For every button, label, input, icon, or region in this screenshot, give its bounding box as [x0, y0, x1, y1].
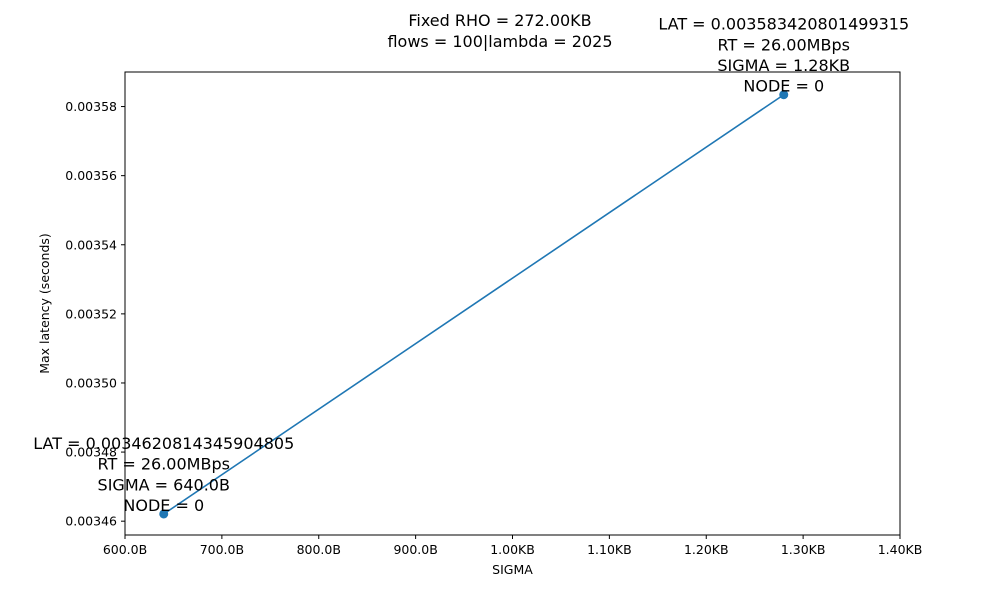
x-tick-label: 1.10KB: [587, 542, 632, 557]
annotations: LAT = 0.0034620814345904805 RT = 26.00MBp…: [33, 15, 909, 515]
x-axis-ticks: 600.0B 700.0B 800.0B 900.0B 1.00KB 1.10KB 1.20…: [103, 535, 922, 557]
x-tick-label: 1.20KB: [684, 542, 729, 557]
y-axis-label: Max latency (seconds): [37, 233, 52, 374]
x-tick-label: 1.40KB: [878, 542, 923, 557]
x-tick-label: 700.0B: [200, 542, 244, 557]
point-annotation: LAT = 0.0034620814345904805: [33, 434, 294, 453]
point-annotation: RT = 26.00MBps: [98, 455, 230, 474]
point-annotation: LAT = 0.003583420801499315: [658, 15, 909, 34]
y-tick-label: 0.00358: [65, 99, 117, 114]
chart-title-line: flows = 100|lambda = 2025: [387, 32, 612, 51]
y-tick-label: 0.00354: [65, 237, 117, 252]
data-point: [779, 90, 789, 100]
chart-title-line: Fixed RHO = 272.00KB: [408, 11, 591, 30]
y-tick-label: 0.00356: [65, 168, 117, 183]
series-line: [163, 94, 785, 515]
y-tick-label: 0.00346: [65, 514, 117, 529]
point-annotation: RT = 26.00MBps: [718, 35, 850, 54]
x-tick-label: 600.0B: [103, 542, 147, 557]
y-tick-label: 0.00348: [65, 445, 117, 460]
chart-title: Fixed RHO = 272.00KB flows = 100|lambda =…: [387, 11, 612, 51]
series: [159, 90, 789, 519]
point-annotation: NODE = 0: [123, 496, 204, 515]
y-tick-label: 0.00350: [65, 375, 117, 390]
plot-frame: [124, 71, 901, 536]
x-tick-label: 1.30KB: [781, 542, 826, 557]
y-tick-label: 0.00352: [65, 306, 117, 321]
x-tick-label: 900.0B: [393, 542, 437, 557]
y-axis-ticks: 0.00346 0.00348 0.00350 0.00352 0.00354 0.003…: [65, 99, 125, 529]
x-tick-label: 800.0B: [297, 542, 341, 557]
point-annotation: SIGMA = 640.0B: [98, 475, 230, 494]
plot-area: [124, 71, 901, 536]
x-tick-label: 1.00KB: [490, 542, 535, 557]
data-point: [159, 509, 169, 519]
point-annotation: SIGMA = 1.28KB: [717, 56, 850, 75]
point-annotation: NODE = 0: [743, 77, 824, 96]
x-axis-label: SIGMA: [492, 562, 533, 577]
